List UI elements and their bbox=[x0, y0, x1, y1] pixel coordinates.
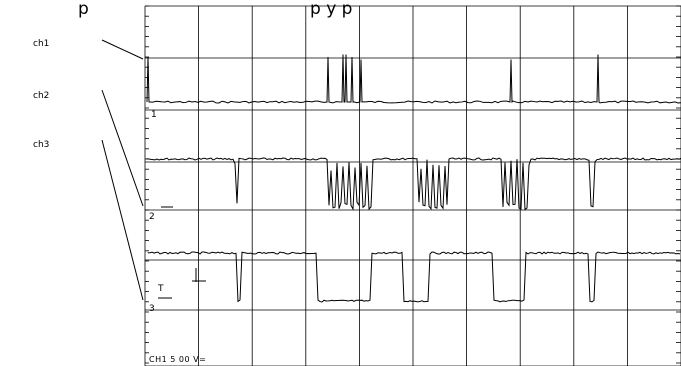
channel-marker-1: 1 bbox=[151, 110, 157, 120]
traces bbox=[146, 54, 681, 303]
channel-label-ch3: ch3 bbox=[33, 140, 49, 150]
trace-ch3 bbox=[147, 251, 681, 303]
header-fragment-2: p y p bbox=[310, 0, 352, 19]
readout: CH1 5 00 V= bbox=[149, 355, 206, 364]
callout-line-ch1 bbox=[101, 39, 144, 60]
channel-marker-3: 3 bbox=[149, 304, 155, 314]
callout-line-ch3 bbox=[101, 139, 144, 301]
callout-line-ch2 bbox=[101, 89, 144, 207]
graticule bbox=[144, 5, 681, 366]
channel-label-ch2: ch2 bbox=[33, 91, 49, 101]
channel-marker-2: 2 bbox=[149, 212, 155, 222]
trace-ch2 bbox=[146, 157, 681, 211]
trace-ch1 bbox=[146, 54, 681, 104]
trigger-label: T bbox=[157, 284, 164, 294]
header-fragment-1: p bbox=[78, 0, 89, 19]
channel-label-ch1: ch1 bbox=[33, 39, 49, 49]
